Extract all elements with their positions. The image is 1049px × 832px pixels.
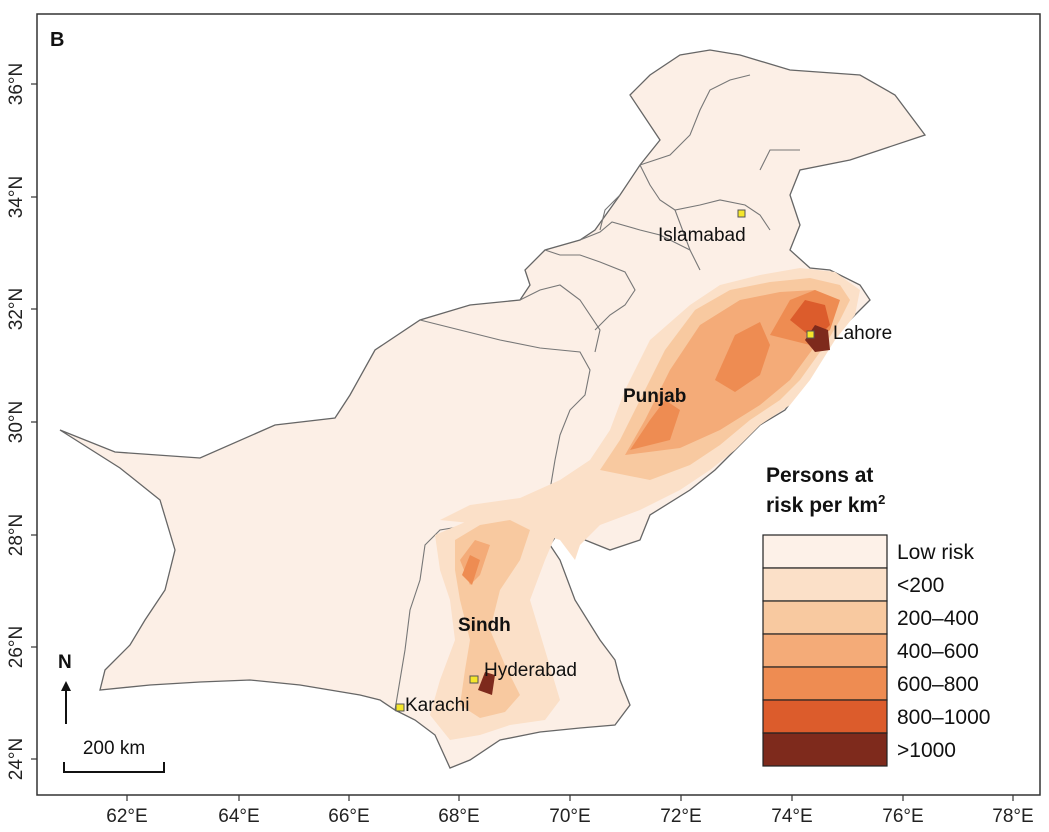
y-tick-label: 30°N <box>6 401 27 443</box>
legend: Persons at risk per km2 Low risk <200 20… <box>762 464 990 767</box>
province-label-sindh: Sindh <box>458 615 511 636</box>
axis-ticks <box>31 83 1014 801</box>
karachi-marker <box>395 703 405 712</box>
north-arrow-head <box>61 681 71 691</box>
legend-swatch <box>762 666 888 701</box>
legend-title-line1: Persons at <box>766 464 873 487</box>
y-tick-label: 34°N <box>6 176 27 218</box>
legend-label: <200 <box>897 574 944 597</box>
city-label-hyderabad: Hyderabad <box>484 660 577 681</box>
legend-title-sup: 2 <box>878 492 885 507</box>
y-tick-label: 26°N <box>6 626 27 668</box>
legend-swatch <box>762 633 888 668</box>
legend-label: Low risk <box>897 541 975 564</box>
scale-bar-line <box>63 762 165 773</box>
y-tick-label: 32°N <box>6 288 27 330</box>
x-tick-label: 64°E <box>218 806 259 827</box>
legend-swatch <box>762 732 888 767</box>
legend-title-main: risk per km <box>766 494 878 517</box>
y-tick-label: 36°N <box>6 63 27 105</box>
y-axis-labels: 24°N 26°N 28°N 30°N 32°N 34°N 36°N <box>6 63 27 780</box>
x-axis-labels: 62°E 64°E 66°E 68°E 70°E 72°E 74°E 76°E … <box>106 806 1033 827</box>
city-markers <box>395 209 815 712</box>
lahore-marker <box>806 330 815 339</box>
hyderabad-marker <box>469 675 479 684</box>
legend-swatch <box>762 600 888 635</box>
x-tick-label: 72°E <box>660 806 701 827</box>
legend-label: 800–1000 <box>897 706 990 729</box>
x-tick-label: 78°E <box>992 806 1033 827</box>
x-tick-label: 68°E <box>438 806 479 827</box>
panel-label: B <box>50 29 64 51</box>
legend-label: 600–800 <box>897 673 979 696</box>
scale-bar-label: 200 km <box>83 738 145 759</box>
city-label-islamabad: Islamabad <box>658 225 746 246</box>
x-tick-label: 66°E <box>328 806 369 827</box>
legend-title-line2: risk per km2 <box>766 492 885 517</box>
x-tick-label: 62°E <box>106 806 147 827</box>
y-tick-label: 28°N <box>6 514 27 556</box>
x-tick-label: 74°E <box>771 806 812 827</box>
city-label-lahore: Lahore <box>833 323 892 344</box>
legend-swatch <box>762 567 888 602</box>
scale-bar: 200 km <box>63 738 165 773</box>
legend-rows: Low risk <200 200–400 400–600 600–800 80… <box>762 534 990 767</box>
x-tick-label: 70°E <box>549 806 590 827</box>
province-label-punjab: Punjab <box>623 386 686 407</box>
north-arrow-label: N <box>58 652 72 673</box>
legend-label: 400–600 <box>897 640 979 663</box>
legend-label: >1000 <box>897 739 956 762</box>
x-tick-label: 76°E <box>882 806 923 827</box>
legend-label: 200–400 <box>897 607 979 630</box>
risk-zones <box>430 268 860 740</box>
province-borders <box>394 74 800 711</box>
legend-swatch <box>762 534 888 569</box>
y-tick-label: 24°N <box>6 738 27 780</box>
legend-swatch <box>762 699 888 734</box>
north-arrow: N <box>58 652 72 724</box>
city-label-karachi: Karachi <box>405 695 469 716</box>
islamabad-marker <box>737 209 746 218</box>
